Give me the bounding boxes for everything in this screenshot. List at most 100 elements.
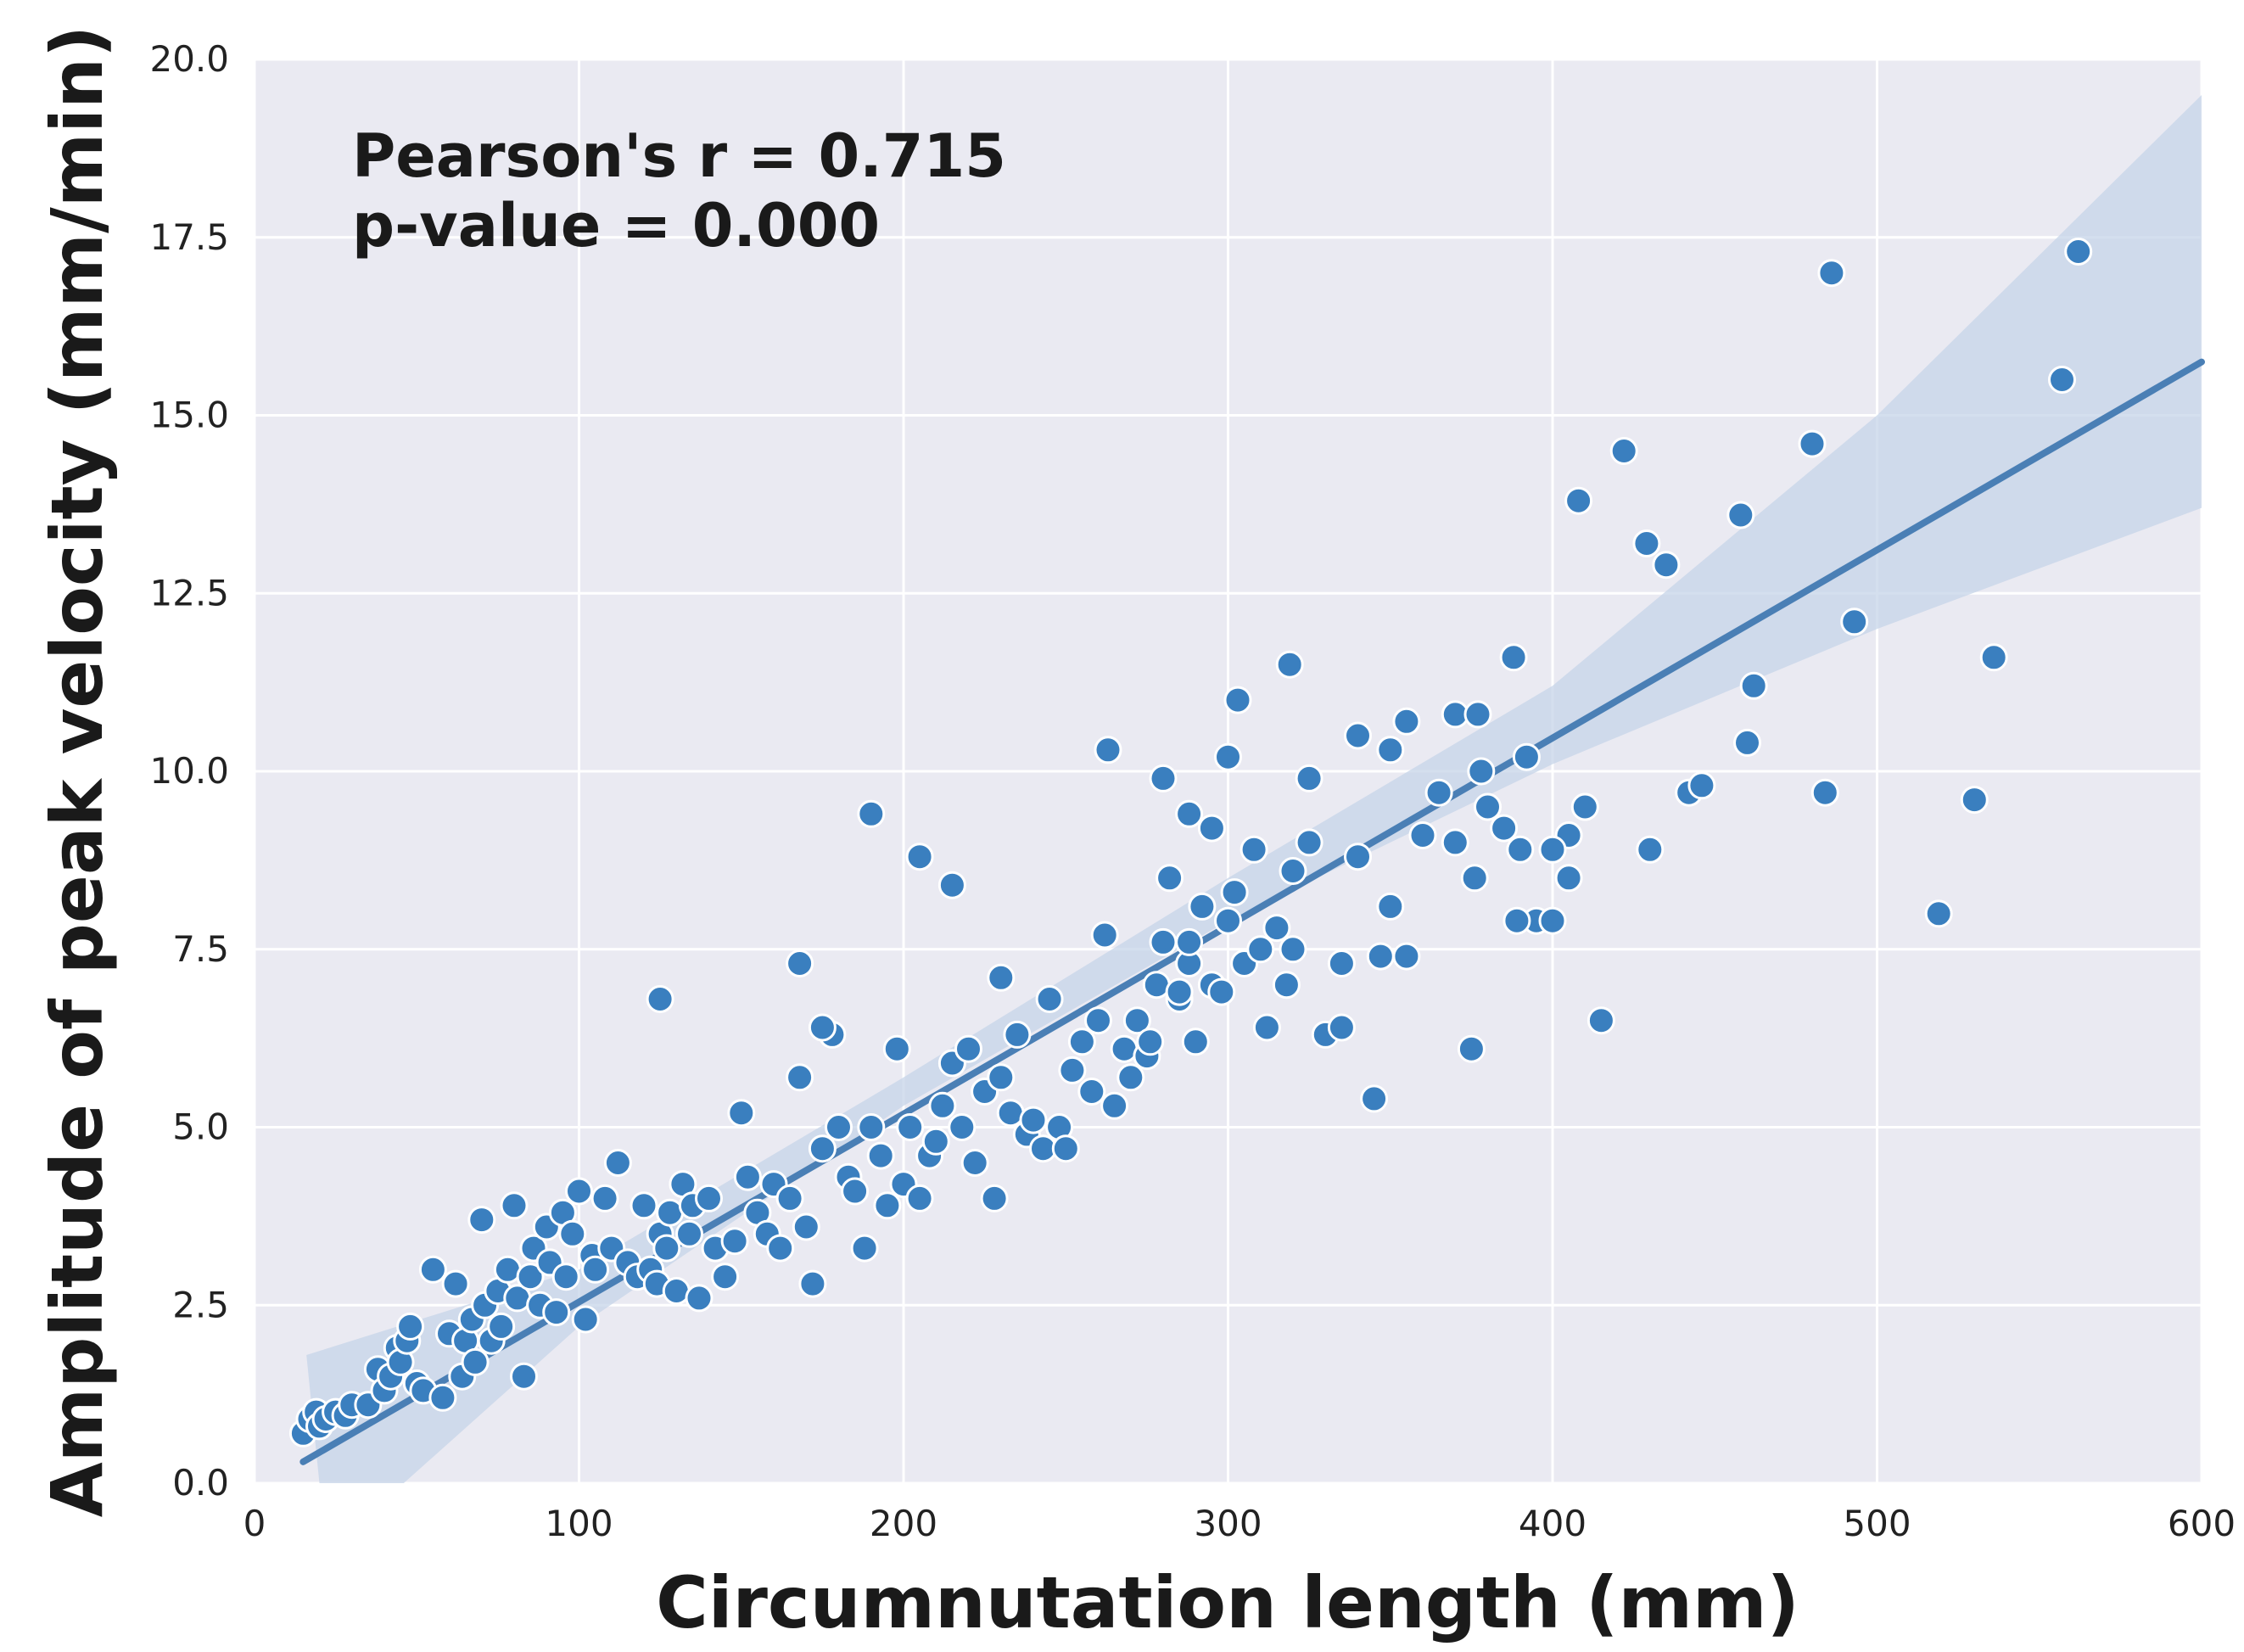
data-point bbox=[857, 1113, 886, 1141]
data-point bbox=[418, 1255, 447, 1284]
data-point bbox=[1538, 906, 1567, 935]
data-point bbox=[928, 1091, 957, 1120]
data-point bbox=[646, 985, 674, 1013]
data-point bbox=[1392, 942, 1421, 971]
data-point bbox=[581, 1255, 610, 1284]
data-point bbox=[1441, 828, 1469, 857]
data-point bbox=[467, 1206, 496, 1235]
data-point bbox=[1376, 736, 1405, 764]
data-point bbox=[1924, 899, 1953, 928]
regression-line-layer bbox=[299, 358, 2205, 1465]
data-point bbox=[775, 1184, 804, 1212]
data-point bbox=[461, 1347, 490, 1376]
data-point bbox=[441, 1269, 470, 1298]
data-point bbox=[798, 1269, 827, 1298]
data-point bbox=[516, 1263, 545, 1291]
data-point bbox=[487, 1312, 516, 1341]
y-tick-label: 7.5 bbox=[172, 928, 229, 970]
x-tick-label: 600 bbox=[2168, 1503, 2236, 1544]
data-point bbox=[603, 1149, 632, 1177]
data-point bbox=[565, 1177, 593, 1206]
data-point bbox=[1272, 971, 1301, 1000]
data-point bbox=[652, 1234, 681, 1263]
data-point bbox=[1327, 949, 1356, 977]
data-point bbox=[1554, 864, 1583, 893]
y-tick-label: 17.5 bbox=[149, 216, 229, 258]
data-point bbox=[2064, 238, 2093, 266]
y-tick-label: 5.0 bbox=[172, 1106, 229, 1148]
y-tick-label: 0.0 bbox=[172, 1462, 229, 1504]
data-point bbox=[948, 1113, 977, 1141]
x-axis-title: Circumnutation length (mm) bbox=[656, 1561, 1799, 1644]
data-point bbox=[766, 1234, 795, 1263]
data-point bbox=[1499, 643, 1528, 672]
data-point bbox=[1279, 935, 1307, 964]
data-point bbox=[1156, 864, 1184, 893]
x-tick-label: 100 bbox=[545, 1503, 613, 1544]
data-point bbox=[1392, 707, 1421, 736]
x-tick-label: 200 bbox=[870, 1503, 937, 1544]
data-point bbox=[1090, 921, 1119, 949]
data-point bbox=[1252, 1013, 1281, 1042]
data-point bbox=[1246, 935, 1275, 964]
data-point bbox=[1636, 835, 1665, 864]
data-point bbox=[1739, 671, 1768, 700]
data-point bbox=[1570, 792, 1599, 821]
data-point bbox=[571, 1305, 600, 1334]
data-point bbox=[1077, 1078, 1106, 1106]
data-point bbox=[825, 1113, 853, 1141]
data-point bbox=[857, 799, 886, 828]
data-point bbox=[1058, 1056, 1087, 1084]
data-point bbox=[987, 1063, 1016, 1092]
data-point bbox=[727, 1099, 756, 1128]
data-point bbox=[551, 1263, 580, 1291]
data-point bbox=[1490, 814, 1519, 843]
data-point bbox=[558, 1219, 587, 1248]
data-point bbox=[960, 1149, 989, 1177]
data-point bbox=[1051, 1134, 1080, 1163]
data-point bbox=[1149, 927, 1178, 956]
data-point bbox=[733, 1162, 762, 1191]
data-point bbox=[1084, 1006, 1112, 1035]
data-point bbox=[1067, 1028, 1096, 1056]
data-point bbox=[1564, 486, 1593, 515]
data-point bbox=[1512, 742, 1541, 771]
data-point bbox=[711, 1263, 740, 1291]
data-point bbox=[1817, 259, 1846, 288]
data-point bbox=[428, 1383, 457, 1412]
data-point bbox=[1220, 878, 1249, 907]
data-point bbox=[1366, 942, 1395, 971]
data-point bbox=[1295, 828, 1323, 857]
data-point bbox=[1295, 764, 1323, 792]
data-point bbox=[1538, 835, 1567, 864]
stat-annotation-r: Pearson's r = 0.715 bbox=[352, 121, 1006, 191]
data-point bbox=[882, 1034, 911, 1063]
data-point bbox=[1632, 529, 1661, 557]
data-point bbox=[905, 1184, 934, 1212]
data-point bbox=[1609, 437, 1638, 465]
data-point bbox=[500, 1191, 529, 1220]
data-point bbox=[841, 1177, 870, 1206]
data-point bbox=[1279, 857, 1307, 885]
data-point bbox=[808, 1134, 837, 1163]
stat-annotation-p: p-value = 0.000 bbox=[352, 191, 880, 260]
data-point bbox=[1188, 892, 1217, 921]
data-point bbox=[866, 1141, 895, 1170]
data-point bbox=[1116, 1063, 1145, 1092]
data-point bbox=[1275, 650, 1304, 679]
data-point bbox=[1262, 914, 1291, 943]
data-point bbox=[1463, 700, 1492, 729]
y-axis-title: Amplitude of peak velocity (mm/min) bbox=[36, 25, 119, 1518]
data-point bbox=[2048, 366, 2076, 394]
x-tick-label: 0 bbox=[243, 1503, 266, 1544]
data-point bbox=[786, 949, 814, 977]
data-point bbox=[1197, 814, 1226, 843]
y-tick-label: 15.0 bbox=[149, 395, 229, 436]
regression-line bbox=[299, 358, 2205, 1465]
data-point bbox=[542, 1298, 571, 1327]
data-point bbox=[720, 1227, 749, 1256]
data-point bbox=[510, 1362, 538, 1391]
data-point bbox=[1503, 906, 1531, 935]
data-point bbox=[987, 963, 1016, 992]
data-point bbox=[786, 1063, 814, 1092]
